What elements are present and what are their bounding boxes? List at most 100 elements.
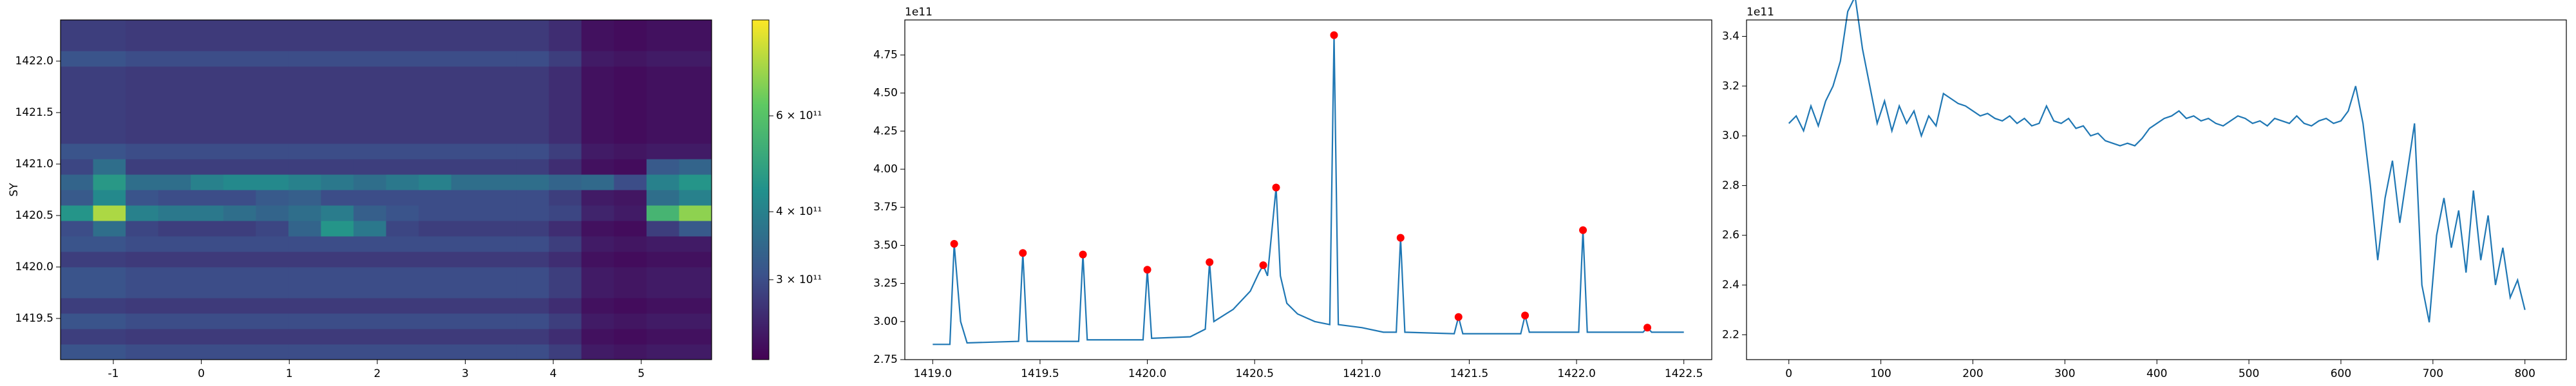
- heatmap-cell: [158, 221, 191, 237]
- heatmap-cell: [93, 66, 126, 82]
- heatmap-cell: [61, 221, 94, 237]
- heatmap-cell: [223, 97, 256, 113]
- heatmap-cell: [614, 205, 647, 221]
- heatmap-cell: [419, 66, 452, 82]
- heatmap-cell: [93, 190, 126, 206]
- heatmap-cell: [288, 97, 321, 113]
- heatmap-cell: [516, 35, 549, 51]
- heatmap-cell: [451, 205, 484, 221]
- heatmap-cell: [93, 113, 126, 129]
- heatmap-cell: [419, 82, 452, 98]
- heatmap-cell: [126, 344, 159, 360]
- heatmap-cell: [353, 35, 386, 51]
- heatmap-cell: [353, 267, 386, 283]
- heatmap-cell: [614, 282, 647, 299]
- heatmap-cell: [288, 66, 321, 82]
- heatmap-cell: [516, 66, 549, 82]
- x-tick-label: 1: [286, 367, 293, 380]
- colorbar-tick-label: 6 × 10¹¹: [776, 109, 822, 122]
- heatmap-cell: [353, 236, 386, 252]
- heatmap-cell: [581, 113, 614, 129]
- heatmap-cell: [386, 344, 419, 360]
- heatmap-cell: [61, 159, 94, 175]
- heatmap-cell: [614, 51, 647, 67]
- heatmap-cell: [451, 20, 484, 36]
- peak-marker: [1579, 226, 1587, 234]
- heatmap-cell: [484, 143, 517, 160]
- heatmap-cell: [451, 252, 484, 268]
- y-tick-label: 4.25: [873, 125, 898, 138]
- heatmap-cell: [386, 298, 419, 314]
- x-tick-label: 4: [550, 367, 557, 380]
- heatmap-cell: [484, 190, 517, 206]
- heatmap-cell: [646, 82, 679, 98]
- heatmap-cell: [484, 329, 517, 345]
- heatmap-cell: [679, 35, 712, 51]
- heatmap-cell: [386, 313, 419, 329]
- heatmap-cell: [191, 190, 224, 206]
- heatmap-cell: [321, 313, 354, 329]
- heatmap-cell: [256, 221, 289, 237]
- heatmap-cell: [93, 20, 126, 36]
- heatmap-cell: [451, 344, 484, 360]
- heatmap-cell: [451, 82, 484, 98]
- heatmap-cell: [386, 267, 419, 283]
- heatmap-cell: [288, 113, 321, 129]
- heatmap-cell: [288, 174, 321, 190]
- heatmap-cell: [191, 82, 224, 98]
- heatmap-cell: [679, 143, 712, 160]
- heatmap-cell: [679, 221, 712, 237]
- heatmap-cell: [451, 236, 484, 252]
- heatmap-cell: [679, 313, 712, 329]
- heatmap-cell: [321, 51, 354, 67]
- heatmap-cell: [581, 344, 614, 360]
- heatmap-cell: [158, 190, 191, 206]
- heatmap-cell: [158, 205, 191, 221]
- heatmap-cell: [256, 236, 289, 252]
- heatmap-cell: [191, 221, 224, 237]
- heatmap-cell: [386, 205, 419, 221]
- y-tick-label: 2.2: [1722, 328, 1739, 341]
- heatmap-cell: [256, 267, 289, 283]
- heatmap-cell: [256, 174, 289, 190]
- heatmap-cell: [321, 344, 354, 360]
- heatmap-cell: [549, 159, 582, 175]
- colorbar: [752, 19, 770, 360]
- x-tick-label: 800: [2514, 367, 2535, 380]
- heatmap-cell: [93, 35, 126, 51]
- heatmap-cell: [516, 252, 549, 268]
- heatmap-cell: [646, 20, 679, 36]
- heatmap-cell: [191, 205, 224, 221]
- heatmap-cell: [126, 236, 159, 252]
- heatmap-cell: [256, 344, 289, 360]
- x-tick-label: 1420.5: [1235, 367, 1273, 380]
- heatmap-cell: [61, 128, 94, 144]
- heatmap-cell: [256, 113, 289, 129]
- x-tick-label: 600: [2331, 367, 2351, 380]
- heatmap-cell: [451, 128, 484, 144]
- heatmap-cell: [679, 190, 712, 206]
- y-tick-label: 4.50: [873, 87, 898, 100]
- heatmap-cell: [353, 66, 386, 82]
- heatmap-cell: [353, 82, 386, 98]
- heatmap-cell: [549, 205, 582, 221]
- heatmap-cell: [321, 20, 354, 36]
- heatmap-cell: [191, 51, 224, 67]
- heatmap-cell: [256, 20, 289, 36]
- heatmap-cell: [93, 205, 126, 221]
- heatmap-cell: [581, 329, 614, 345]
- heatmap-cell: [419, 143, 452, 160]
- heatmap-cell: [353, 313, 386, 329]
- heatmap-cell: [223, 313, 256, 329]
- heatmap-cell: [581, 97, 614, 113]
- heatmap-cell: [126, 128, 159, 144]
- heatmap-cell: [549, 298, 582, 314]
- heatmap-cell: [256, 190, 289, 206]
- heatmap-cell: [223, 267, 256, 283]
- heatmap-cell: [353, 113, 386, 129]
- heatmap-cell: [288, 20, 321, 36]
- x-tick-label: 500: [2239, 367, 2259, 380]
- heatmap-cell: [321, 113, 354, 129]
- y-tick-label: 3.0: [1722, 129, 1739, 142]
